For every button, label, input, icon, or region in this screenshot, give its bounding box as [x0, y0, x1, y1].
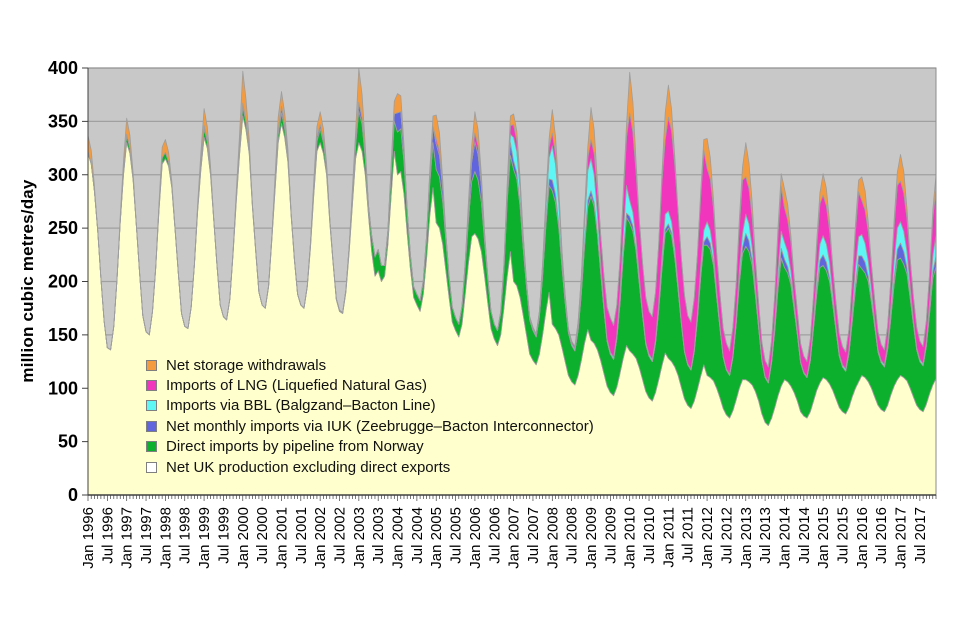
legend-swatch-iuk — [146, 420, 157, 432]
legend-item-bbl: Imports via BBL (Balgzand–Bacton Line) — [146, 396, 594, 416]
y-tick-label: 400 — [48, 58, 78, 78]
x-tick-label: Jul 2017 — [912, 507, 929, 564]
x-tick-label: Jan 2011 — [660, 507, 677, 568]
y-axis-labels: 0 50 100 150 200 250 300 350 400 — [48, 58, 88, 505]
legend-swatch-lng — [146, 380, 157, 392]
x-tick-label: Jan 2016 — [854, 507, 871, 569]
x-tick-label: Jul 2013 — [757, 507, 774, 564]
x-tick-label: Jul 2015 — [834, 507, 851, 564]
x-tick-label: Jan 1998 — [157, 507, 174, 569]
x-tick-label: Jan 1996 — [80, 507, 97, 569]
legend-item-storage: Net storage withdrawals — [146, 355, 594, 375]
x-tick-label: Jul 2002 — [331, 507, 348, 564]
x-tick-label: Jan 2008 — [544, 507, 561, 569]
x-tick-label: Jul 1997 — [138, 507, 155, 564]
legend-swatch-uk-production — [146, 461, 157, 473]
x-tick-label: Jul 2008 — [564, 507, 581, 564]
legend-label-lng: Imports of LNG (Liquefied Natural Gas) — [166, 377, 427, 395]
y-tick-label: 250 — [48, 218, 78, 238]
x-tick-label: Jan 1999 — [196, 507, 213, 569]
legend-swatch-storage — [146, 359, 157, 371]
legend-swatch-bbl — [146, 400, 157, 412]
x-tick-label: Jul 2011 — [680, 507, 697, 563]
x-tick-label: Jan 2009 — [583, 507, 600, 569]
x-tick-label: Jul 2005 — [448, 507, 465, 564]
x-axis-labels: Jan 1996 Jul 1996 Jan 1997 Jul 1997 Jan 1998… — [80, 507, 929, 569]
y-tick-label: 350 — [48, 111, 78, 131]
x-tick-label: Jan 2007 — [506, 507, 523, 569]
x-tick-label: Jul 1996 — [99, 507, 116, 564]
y-tick-label: 50 — [58, 432, 78, 452]
x-tick-label: Jan 2013 — [738, 507, 755, 569]
legend-label-uk-production: Net UK production excluding direct expor… — [166, 458, 451, 476]
y-tick-label: 300 — [48, 165, 78, 185]
x-tick-label: Jul 2000 — [254, 507, 271, 564]
legend-item-norway: Direct imports by pipeline from Norway — [146, 437, 594, 457]
x-tick-label: Jul 1998 — [177, 507, 194, 564]
x-tick-label: Jan 2017 — [893, 507, 910, 569]
x-tick-label: Jul 2007 — [525, 507, 542, 564]
x-tick-label: Jan 1997 — [119, 507, 136, 569]
legend-label-storage: Net storage withdrawals — [166, 356, 327, 374]
x-axis-minor-ticks — [87, 495, 937, 501]
legend-label-bbl: Imports via BBL (Balgzand–Bacton Line) — [166, 397, 436, 415]
legend-swatch-norway — [146, 441, 157, 453]
x-tick-label: Jul 2006 — [486, 507, 503, 564]
x-tick-label: Jul 2012 — [718, 507, 735, 564]
legend-label-iuk: Net monthly imports via IUK (Zeebrugge–B… — [166, 417, 594, 435]
x-tick-label: Jan 2012 — [699, 507, 716, 569]
y-axis-title: million cubic metres/day — [18, 179, 37, 383]
x-tick-label: Jul 2001 — [293, 507, 310, 564]
legend-item-uk-production: Net UK production excluding direct expor… — [146, 457, 594, 477]
x-tick-label: Jul 2016 — [873, 507, 890, 564]
x-tick-label: Jul 2004 — [409, 507, 426, 564]
x-tick-label: Jul 2003 — [370, 507, 387, 564]
y-tick-label: 0 — [68, 485, 78, 505]
x-tick-label: Jan 2002 — [312, 507, 329, 569]
x-tick-label: Jan 2014 — [776, 507, 793, 569]
x-tick-label: Jul 1999 — [215, 507, 232, 564]
x-tick-label: Jan 2010 — [622, 507, 639, 569]
x-tick-label: Jan 2003 — [351, 507, 368, 569]
legend-item-lng: Imports of LNG (Liquefied Natural Gas) — [146, 375, 594, 395]
x-tick-label: Jul 2010 — [641, 507, 658, 564]
x-tick-label: Jan 2000 — [235, 507, 252, 569]
legend-label-norway: Direct imports by pipeline from Norway — [166, 438, 424, 456]
legend: Net storage withdrawals Imports of LNG (… — [146, 355, 594, 477]
x-tick-label: Jan 2006 — [467, 507, 484, 569]
x-tick-label: Jul 2014 — [796, 507, 813, 564]
y-tick-label: 100 — [48, 378, 78, 398]
x-tick-label: Jan 2015 — [815, 507, 832, 569]
y-tick-label: 200 — [48, 272, 78, 292]
x-tick-label: Jan 2005 — [428, 507, 445, 569]
legend-item-iuk: Net monthly imports via IUK (Zeebrugge–B… — [146, 416, 594, 436]
x-tick-label: Jul 2009 — [602, 507, 619, 564]
x-tick-label: Jan 2001 — [273, 507, 290, 569]
y-tick-label: 150 — [48, 325, 78, 345]
x-tick-label: Jan 2004 — [390, 507, 407, 569]
